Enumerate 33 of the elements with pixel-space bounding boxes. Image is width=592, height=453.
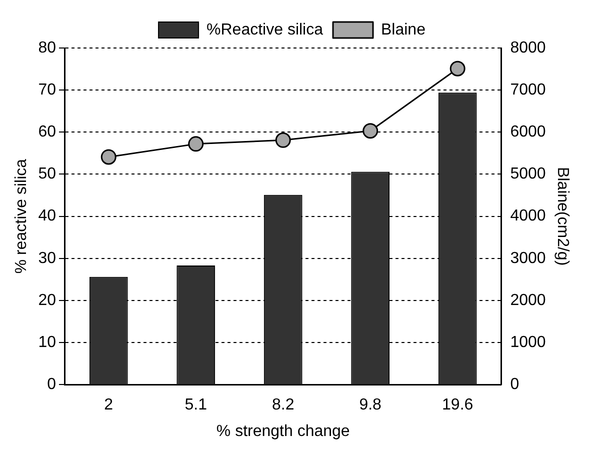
y2-tick-label: 2000 (510, 292, 546, 309)
y-tick-label: 0 (47, 376, 56, 394)
y2-tick-label: 0 (510, 376, 520, 394)
y-tick-label: 50 (38, 166, 56, 183)
y-tick-label: 20 (38, 292, 56, 309)
legend-label: %Reactive silica (206, 21, 324, 38)
point (450, 60, 466, 76)
y-tick-label: 60 (38, 124, 56, 141)
point (100, 149, 116, 165)
y2-tick-label: 5000 (510, 166, 546, 183)
y-tick-label: 10 (38, 334, 56, 351)
y-tick-label: 40 (38, 208, 56, 225)
y2-tick-label: 1000 (510, 334, 546, 351)
y2-axis-title: Blaine(cm2/g) (554, 166, 571, 266)
x-tick-label: 2 (104, 396, 114, 414)
point (362, 123, 378, 139)
y2-tick-label: 6000 (510, 124, 546, 141)
y2-tick-label: 4000 (510, 208, 546, 225)
x-tick-label: 9.8 (359, 396, 382, 414)
y-axis-title: % reactive silica (13, 158, 30, 274)
y-tick-label: 30 (38, 250, 56, 267)
y2-tick-label: 3000 (510, 250, 546, 267)
x-tick-label: 19.6 (442, 396, 474, 414)
point (188, 136, 204, 152)
x-axis-title: % strength change (216, 422, 350, 440)
point (275, 132, 291, 148)
y2-tick-label: 7000 (510, 81, 546, 98)
legend-label: Blaine (381, 21, 426, 38)
x-tick-label: 8.2 (272, 396, 294, 414)
y-tick-label: 80 (38, 39, 56, 56)
y-tick-label: 70 (38, 81, 56, 98)
x-tick-label: 5.1 (184, 396, 208, 414)
y2-tick-label: 8000 (510, 39, 546, 56)
